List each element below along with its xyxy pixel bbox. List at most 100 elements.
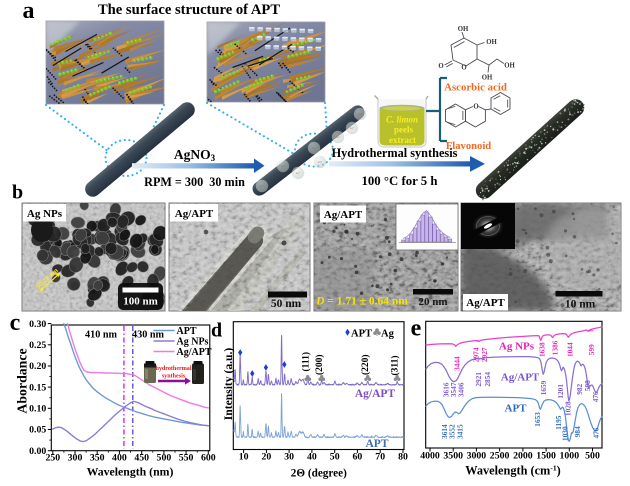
svg-text:598: 598 xyxy=(583,380,592,391)
svg-text:430 nm: 430 nm xyxy=(132,330,164,341)
svg-text:(311): (311) xyxy=(390,355,401,375)
svg-text:Flavonoid: Flavonoid xyxy=(446,141,491,152)
svg-text:0.10: 0.10 xyxy=(29,404,46,415)
svg-text:Ag/APT: Ag/APT xyxy=(355,388,396,400)
svg-text:4000: 4000 xyxy=(420,451,440,462)
svg-text:982: 982 xyxy=(575,384,584,395)
svg-text:599: 599 xyxy=(587,344,596,355)
svg-text:(200): (200) xyxy=(314,354,325,375)
svg-text:Ag+: Ag+ xyxy=(260,185,265,188)
svg-text:20 nm: 20 nm xyxy=(418,296,447,308)
svg-text:1000: 1000 xyxy=(560,451,580,462)
svg-text:0.05: 0.05 xyxy=(29,425,46,436)
svg-text:20: 20 xyxy=(262,452,272,463)
svg-text:RPM = 300 30 min: RPM = 300 30 min xyxy=(144,175,245,189)
svg-text:Ag+: Ag+ xyxy=(281,165,286,168)
svg-text:10: 10 xyxy=(239,452,249,463)
svg-text:1500: 1500 xyxy=(536,451,556,462)
svg-text:3616: 3616 xyxy=(442,382,451,397)
svg-text:Ag+: Ag+ xyxy=(350,127,355,130)
svg-text:410 nm: 410 nm xyxy=(85,330,117,341)
svg-text:0.30: 0.30 xyxy=(29,319,46,330)
svg-text:3406: 3406 xyxy=(457,382,466,397)
svg-text:2854: 2854 xyxy=(483,372,492,387)
svg-text:80: 80 xyxy=(398,452,408,463)
svg-text:C. limon: C. limon xyxy=(386,115,418,125)
svg-text:Ag+: Ag+ xyxy=(336,136,341,139)
svg-text:Ag/APT: Ag/APT xyxy=(501,372,540,384)
svg-text:b: b xyxy=(12,182,23,204)
svg-text:40: 40 xyxy=(307,452,317,463)
svg-text:1195: 1195 xyxy=(554,415,563,430)
svg-text:70: 70 xyxy=(375,452,385,463)
svg-text:3552: 3552 xyxy=(448,424,457,439)
svg-text:60: 60 xyxy=(353,452,363,463)
svg-text:1659: 1659 xyxy=(539,380,548,395)
svg-text:0.20: 0.20 xyxy=(29,361,46,372)
svg-text:50: 50 xyxy=(330,452,340,463)
svg-text:1044: 1044 xyxy=(566,342,575,357)
svg-text:0.15: 0.15 xyxy=(29,382,46,393)
svg-text:3000: 3000 xyxy=(467,451,487,462)
svg-text:1028: 1028 xyxy=(564,401,573,416)
svg-text:d: d xyxy=(211,320,222,342)
svg-text:Ag/APT: Ag/APT xyxy=(324,209,363,221)
svg-text:1638: 1638 xyxy=(537,342,546,357)
svg-text:2Θ (degree): 2Θ (degree) xyxy=(291,468,347,480)
svg-text:3547: 3547 xyxy=(449,382,458,397)
svg-text:O: O xyxy=(438,63,443,70)
svg-text:400: 400 xyxy=(112,453,127,464)
svg-text:Wavelength (cm-1): Wavelength (cm-1) xyxy=(465,464,560,478)
svg-text:3444: 3444 xyxy=(452,356,461,371)
svg-text:300: 300 xyxy=(68,453,83,464)
svg-text:2500: 2500 xyxy=(490,451,510,462)
svg-text:Ag/APT: Ag/APT xyxy=(177,347,212,358)
svg-text:(220): (220) xyxy=(360,354,371,375)
svg-text:476: 476 xyxy=(591,391,600,402)
svg-text:OH: OH xyxy=(458,26,469,33)
svg-text:3415: 3415 xyxy=(456,424,465,439)
svg-text:Ascorbic acid: Ascorbic acid xyxy=(444,82,507,94)
svg-text:APT: APT xyxy=(177,326,197,337)
svg-text:3614: 3614 xyxy=(440,424,449,439)
svg-text:550: 550 xyxy=(179,453,194,464)
svg-text:APT: APT xyxy=(505,403,528,415)
svg-text:3500: 3500 xyxy=(443,451,463,462)
svg-text:50 nm: 50 nm xyxy=(271,298,302,310)
svg-text:450: 450 xyxy=(134,453,149,464)
svg-text:Abordance: Abordance xyxy=(15,348,30,413)
svg-text:synthesis: synthesis xyxy=(162,373,186,379)
svg-text:peels: peels xyxy=(394,125,413,135)
svg-text:100 nm: 100 nm xyxy=(123,296,158,308)
svg-text:O: O xyxy=(461,65,466,72)
svg-text:2927: 2927 xyxy=(480,347,489,362)
svg-text:Intensity (a.u.): Intensity (a.u.) xyxy=(222,348,235,421)
svg-text:2974: 2974 xyxy=(471,347,480,362)
svg-text:AgNO3: AgNO3 xyxy=(174,147,216,163)
svg-text:OH: OH xyxy=(486,39,497,46)
svg-text:Ag/APT: Ag/APT xyxy=(175,208,214,220)
svg-text:Ag+: Ag+ xyxy=(312,147,317,150)
svg-text:Ag+: Ag+ xyxy=(318,161,323,164)
svg-text:Hydrothermal synthesis: Hydrothermal synthesis xyxy=(332,146,458,160)
svg-text:500: 500 xyxy=(157,453,172,464)
svg-text:500: 500 xyxy=(585,451,600,462)
svg-text:Ag NPs: Ag NPs xyxy=(27,208,63,220)
svg-text:hydrothermal: hydrothermal xyxy=(155,366,191,372)
svg-text:APT: APT xyxy=(351,328,372,339)
svg-text:Ag NPs: Ag NPs xyxy=(499,341,535,353)
svg-text:c: c xyxy=(10,310,21,336)
svg-text:600: 600 xyxy=(201,453,216,464)
svg-text:1030: 1030 xyxy=(561,426,570,441)
svg-text:APT: APT xyxy=(366,438,389,450)
svg-text:1653: 1653 xyxy=(533,412,542,427)
svg-text:100 °C for 5 h: 100 °C for 5 h xyxy=(362,174,438,188)
svg-text:30: 30 xyxy=(284,452,294,463)
svg-text:Ag+: Ag+ xyxy=(296,172,301,175)
svg-text:250: 250 xyxy=(45,453,60,464)
svg-text:1201: 1201 xyxy=(556,384,565,399)
svg-text:Ag: Ag xyxy=(381,328,395,339)
svg-text:The surface structure of APT: The surface structure of APT xyxy=(98,2,280,18)
svg-text:OH: OH xyxy=(482,75,493,82)
svg-text:D = 1.71 ± 0.64 nm: D = 1.71 ± 0.64 nm xyxy=(315,296,408,308)
